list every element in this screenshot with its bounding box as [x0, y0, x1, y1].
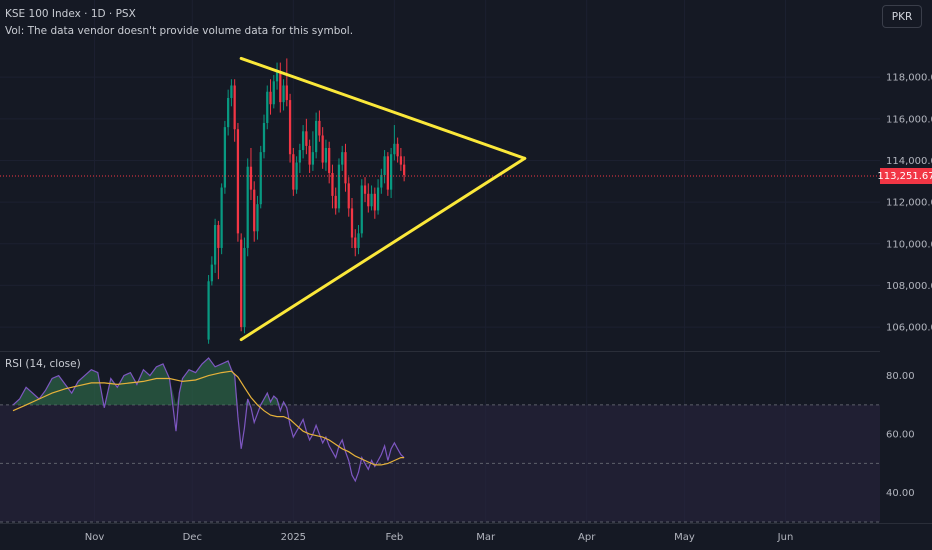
candle-body — [315, 120, 318, 153]
candle-body — [337, 164, 341, 209]
price-axis-tick-label: 108,000.00 — [886, 281, 932, 292]
candle-body — [373, 193, 376, 211]
triangle-trendlines[interactable] — [239, 56, 527, 342]
candle-body — [301, 131, 305, 151]
candle-body — [360, 185, 363, 234]
candle-body — [272, 81, 275, 105]
candle-body — [269, 91, 272, 105]
price-axis-tick-label: 118,000.00 — [886, 73, 932, 84]
candle-body — [393, 143, 396, 155]
candle-body — [396, 143, 399, 157]
candle-body — [334, 195, 337, 209]
candle-body — [230, 85, 233, 98]
candle-body — [363, 185, 367, 194]
candle-body — [213, 225, 217, 265]
last-price-label: 113,251.67 — [877, 168, 932, 184]
candle-body — [279, 70, 282, 103]
symbol-title[interactable]: KSE 100 Index · 1D · PSX — [5, 8, 136, 20]
candle-body — [243, 247, 246, 328]
rsi-axis-tick-label: 40.00 — [886, 488, 915, 499]
time-axis-tick-label: Dec — [183, 532, 202, 543]
price-axis-tick-label: 112,000.00 — [886, 198, 932, 209]
candle-body — [389, 154, 393, 190]
candle-body — [256, 204, 259, 232]
rsi-axis-tick-label: 80.00 — [886, 371, 915, 382]
candle-body — [318, 120, 321, 136]
volume-note: Vol: The data vendor doesn't provide vol… — [5, 25, 354, 37]
candle-body — [292, 154, 295, 190]
candle-body — [210, 264, 213, 282]
candle-body — [380, 175, 383, 188]
trendline — [239, 156, 527, 342]
candle-body — [350, 208, 354, 238]
candle-body — [295, 162, 298, 190]
candle-body — [321, 135, 324, 163]
candle-body — [367, 193, 370, 207]
rsi-moving-average-line — [12, 370, 405, 466]
candle-body — [240, 239, 243, 328]
time-axis-tick-label: Mar — [476, 532, 496, 543]
candle-body — [308, 145, 311, 165]
candle-body — [311, 152, 315, 165]
candle-body — [288, 100, 292, 155]
time-axis-tick-label: Nov — [85, 532, 105, 543]
price-axis-tick-label: 110,000.00 — [886, 239, 932, 250]
candle-body — [370, 193, 373, 207]
candle-body — [217, 225, 220, 248]
currency-button[interactable]: PKR — [882, 5, 922, 28]
time-axis-tick-label: Feb — [386, 532, 404, 543]
candle-body — [262, 122, 266, 153]
candle-body — [331, 172, 334, 196]
candle-body — [253, 189, 256, 232]
candle-body — [220, 187, 223, 248]
candle-body — [403, 164, 406, 176]
rsi-title[interactable]: RSI (14, close) — [5, 358, 81, 370]
price-axis-tick-label: 106,000.00 — [886, 323, 932, 334]
time-axis-tick-label: Apr — [578, 532, 596, 543]
candle-body — [305, 131, 308, 146]
candle-body — [246, 166, 249, 248]
rsi-line — [12, 357, 405, 483]
candle-body — [223, 127, 227, 188]
price-axis-tick-label: 114,000.00 — [886, 156, 932, 167]
candle-body — [354, 237, 357, 248]
candle-body — [249, 166, 253, 190]
candle-body — [227, 97, 230, 128]
candle-body — [347, 183, 350, 209]
candle-body — [298, 150, 301, 163]
candle-body — [207, 281, 210, 340]
candlestick-series — [0, 58, 880, 344]
time-axis-tick-label: Jun — [777, 532, 794, 543]
candle-body — [324, 147, 328, 163]
candle-body — [328, 147, 331, 173]
candle-body — [259, 152, 262, 205]
rsi-axis-tick-label: 60.00 — [886, 430, 915, 441]
candle-body — [383, 156, 386, 176]
candle-body — [376, 187, 380, 211]
price-axis-tick-label: 116,000.00 — [886, 114, 932, 125]
candle-body — [386, 156, 389, 190]
candle-body — [275, 70, 279, 82]
rsi-pane — [0, 357, 880, 523]
candle-body — [357, 233, 360, 248]
time-axis-tick-label: 2025 — [281, 532, 306, 543]
candle-body — [282, 85, 285, 103]
candle-body — [266, 91, 269, 123]
time-axis-tick-label: May — [674, 532, 695, 543]
candle-body — [344, 152, 347, 184]
trendline — [239, 56, 527, 160]
axis-labels: 118,000.00 116,000.00 114,000.00 112,000.00… — [85, 73, 932, 543]
candle-body — [341, 152, 344, 165]
candle-body — [399, 156, 403, 165]
candle-body — [236, 129, 240, 234]
rsi-overbought-fill — [13, 358, 405, 405]
candle-body — [233, 85, 236, 130]
candle-body — [285, 85, 288, 101]
price-grid — [0, 0, 880, 523]
